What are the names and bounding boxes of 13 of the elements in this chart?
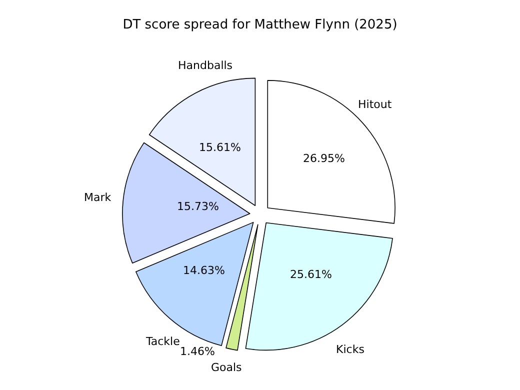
chart-title: DT score spread for Matthew Flynn (2025) — [122, 18, 398, 33]
slice-label: Kicks — [336, 343, 365, 356]
data-label: 25.61% — [290, 268, 332, 281]
data-label: 14.63% — [183, 264, 225, 277]
slice-label: Handballs — [178, 59, 233, 72]
slice-label: Goals — [211, 361, 242, 374]
data-label: 15.73% — [177, 200, 219, 213]
slice-label: Tackle — [145, 335, 180, 348]
data-label: 15.61% — [199, 141, 241, 154]
data-label: 1.46% — [180, 345, 215, 358]
slice-label: Hitout — [358, 98, 392, 111]
slice-label: Mark — [84, 191, 112, 204]
data-label: 26.95% — [303, 152, 345, 165]
